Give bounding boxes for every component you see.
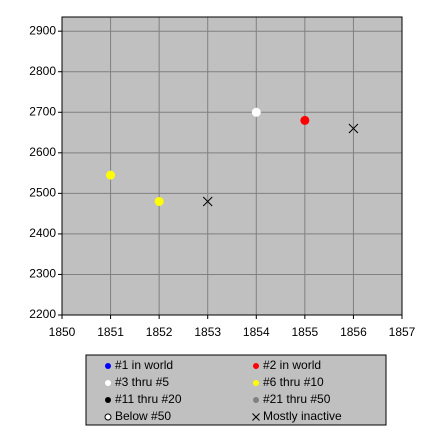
marker <box>202 196 213 207</box>
y-tick-label: 2800 <box>29 64 56 78</box>
legend-label: #2 in world <box>263 358 321 372</box>
marker <box>105 363 111 369</box>
x-tick-label: 1850 <box>49 325 76 339</box>
marker <box>105 397 111 403</box>
marker <box>253 397 259 403</box>
x-tick-label: 1852 <box>146 325 173 339</box>
y-tick-label: 2400 <box>29 226 56 240</box>
x-tick-label: 1851 <box>97 325 124 339</box>
legend-box <box>85 354 387 426</box>
marker <box>300 115 310 125</box>
x-tick-label: 1855 <box>292 325 319 339</box>
y-tick-label: 2700 <box>29 104 56 118</box>
legend-label: #21 thru #50 <box>263 392 331 406</box>
x-tick-label: 1854 <box>243 325 270 339</box>
y-tick-label: 2500 <box>29 186 56 200</box>
y-tick-label: 2900 <box>29 23 56 37</box>
y-tick-label: 2600 <box>29 145 56 159</box>
plot-border <box>61 16 403 316</box>
legend-label: #1 in world <box>115 358 173 372</box>
marker <box>253 363 259 369</box>
marker <box>348 123 359 134</box>
marker <box>105 380 111 386</box>
x-tick-label: 1853 <box>194 325 221 339</box>
legend-label: #3 thru #5 <box>115 375 169 389</box>
legend-label: #11 thru #20 <box>115 392 182 406</box>
marker <box>154 196 164 206</box>
legend-label: Below #50 <box>115 409 171 423</box>
marker <box>253 380 259 386</box>
legend-label: #6 thru #10 <box>263 375 324 389</box>
marker <box>251 107 261 117</box>
y-tick-label: 2300 <box>29 267 56 281</box>
marker <box>104 413 112 421</box>
marker <box>106 170 116 180</box>
x-tick-label: 1857 <box>389 325 416 339</box>
plot-area <box>62 17 402 315</box>
y-tick-label: 2200 <box>29 307 56 321</box>
legend-label: Mostly inactive <box>263 409 342 423</box>
marker <box>252 413 260 421</box>
x-tick-label: 1856 <box>340 325 367 339</box>
